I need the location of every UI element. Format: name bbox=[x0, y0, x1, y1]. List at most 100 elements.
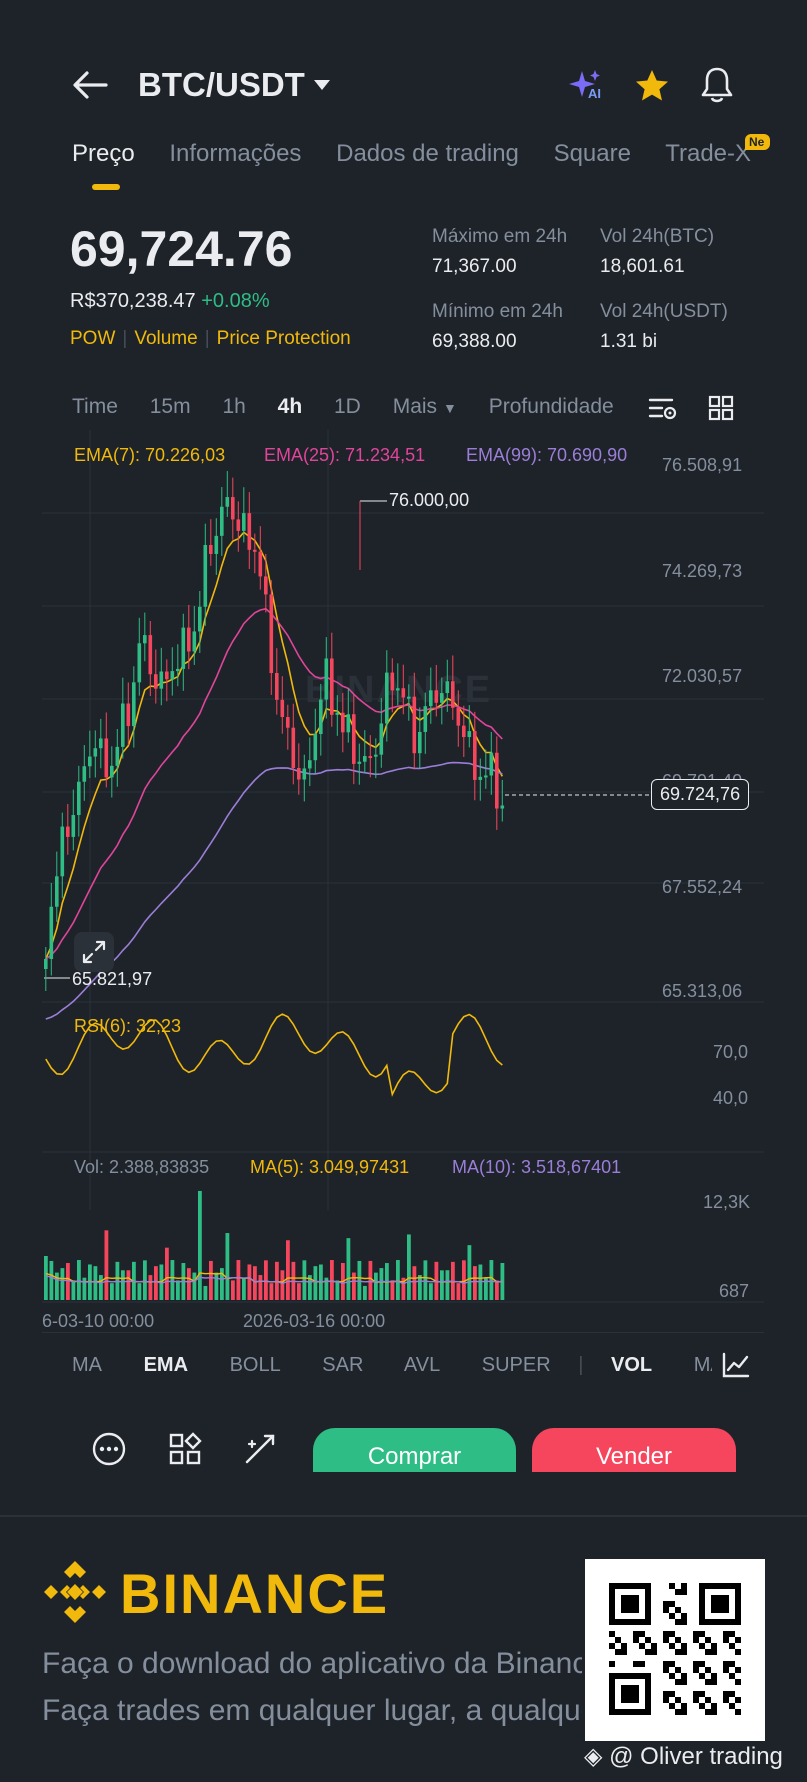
volume-bar bbox=[302, 1260, 307, 1300]
qr-module bbox=[645, 1649, 651, 1655]
volume-bar bbox=[467, 1245, 472, 1300]
volume-bar bbox=[66, 1263, 70, 1300]
qr-module bbox=[615, 1637, 621, 1643]
indicator-ema[interactable]: EMA bbox=[143, 1354, 189, 1376]
interval-more[interactable]: Mais ▼ bbox=[393, 395, 457, 418]
sell-button[interactable]: Vender bbox=[532, 1428, 736, 1472]
tab-square[interactable]: Square bbox=[553, 140, 631, 167]
badge-pow[interactable]: POW bbox=[70, 328, 116, 349]
star-icon[interactable] bbox=[634, 68, 670, 104]
volume-bar bbox=[214, 1272, 219, 1300]
tab-informacoes[interactable]: Informações bbox=[169, 140, 302, 167]
candle-body bbox=[247, 513, 252, 550]
indicator-bar: MA EMA BOLL SAR AVL SUPER | VOL MACD bbox=[72, 1354, 712, 1377]
dropdown-caret-icon[interactable] bbox=[312, 78, 332, 92]
interval-15m[interactable]: 15m bbox=[149, 395, 191, 418]
indicator-chart-icon[interactable] bbox=[722, 1352, 750, 1378]
interval-4h[interactable]: 4h bbox=[277, 395, 303, 418]
volume-bar bbox=[225, 1233, 230, 1300]
bell-icon[interactable] bbox=[700, 66, 734, 104]
qr-module bbox=[663, 1667, 669, 1673]
candle-body bbox=[176, 668, 180, 672]
badge-volume[interactable]: Volume bbox=[134, 328, 198, 349]
pair-title[interactable]: BTC/USDT bbox=[138, 66, 305, 103]
indicator-avl[interactable]: AVL bbox=[403, 1354, 441, 1376]
badge-price-protection[interactable]: Price Protection bbox=[216, 328, 351, 349]
shapes-icon[interactable] bbox=[168, 1432, 202, 1466]
candle-body bbox=[368, 756, 373, 759]
qr-module bbox=[735, 1709, 741, 1715]
candle-body bbox=[330, 658, 334, 715]
qr-module bbox=[675, 1619, 681, 1625]
candle-body bbox=[132, 682, 136, 727]
qr-module bbox=[735, 1667, 741, 1673]
price-axis-label: 65.313,06 bbox=[662, 981, 743, 1001]
interval-bar: Time 15m 1h 4h 1D Mais ▼ Profundidade bbox=[72, 395, 640, 419]
volume-bar bbox=[352, 1272, 356, 1300]
rsi-legend: RSI(6): 32,23 bbox=[74, 1016, 182, 1036]
footer-credit-text: @ Oliver trading bbox=[609, 1743, 783, 1770]
indicator-boll[interactable]: BOLL bbox=[229, 1354, 281, 1376]
volume-bar bbox=[231, 1280, 235, 1300]
tab-preco[interactable]: Preço bbox=[72, 140, 135, 167]
qr-module bbox=[669, 1601, 675, 1607]
volume-bar bbox=[49, 1260, 54, 1300]
indicator-macd[interactable]: MACD bbox=[693, 1354, 712, 1376]
more-dots-icon[interactable] bbox=[92, 1432, 126, 1466]
qr-module bbox=[729, 1631, 735, 1637]
volume-bar bbox=[82, 1277, 87, 1300]
volume-bar bbox=[390, 1280, 395, 1300]
candle-body bbox=[308, 760, 312, 769]
expand-button[interactable] bbox=[74, 932, 114, 972]
qr-module bbox=[729, 1691, 735, 1697]
candle-body bbox=[198, 606, 202, 632]
price-sub: R$370,238.47 +0.08% bbox=[70, 290, 270, 313]
candle-body bbox=[258, 551, 263, 577]
tab-dados-de-trading[interactable]: Dados de trading bbox=[336, 140, 519, 167]
price-change: +0.08% bbox=[201, 290, 270, 312]
candle-body bbox=[451, 681, 455, 708]
candle-body bbox=[66, 826, 70, 837]
drawing-tool-icon[interactable] bbox=[243, 1432, 277, 1466]
indicator-sar[interactable]: SAR bbox=[322, 1354, 364, 1376]
qr-module bbox=[663, 1607, 669, 1613]
candle-body bbox=[440, 693, 444, 703]
buy-button[interactable]: Comprar bbox=[313, 1428, 516, 1472]
interval-1h[interactable]: 1h bbox=[222, 395, 246, 418]
qr-module bbox=[681, 1613, 687, 1619]
interval-time[interactable]: Time bbox=[72, 395, 118, 418]
indicator-ma[interactable]: MA bbox=[72, 1354, 102, 1376]
interval-1d[interactable]: 1D bbox=[334, 395, 361, 418]
candle-body bbox=[165, 671, 169, 680]
qr-module bbox=[609, 1661, 615, 1667]
candle-body bbox=[110, 765, 114, 778]
volume-bar bbox=[93, 1266, 98, 1300]
caret-down-icon: ▼ bbox=[443, 400, 457, 416]
indicator-vol[interactable]: VOL bbox=[611, 1354, 653, 1376]
qr-module bbox=[663, 1697, 669, 1703]
tab-trade-x[interactable]: Trade-X bbox=[665, 140, 752, 167]
candle-body bbox=[297, 768, 301, 780]
ai-sparkle-icon[interactable] bbox=[568, 68, 604, 104]
candlestick-chart[interactable]: BINANCE bbox=[0, 430, 807, 1330]
candle-body bbox=[82, 766, 87, 782]
depth-tab[interactable]: Profundidade bbox=[488, 395, 614, 418]
grid-icon[interactable] bbox=[708, 395, 734, 421]
candle-body bbox=[462, 725, 466, 738]
candle-body bbox=[104, 738, 109, 778]
back-arrow-icon[interactable] bbox=[72, 70, 108, 100]
volume-bar bbox=[154, 1266, 158, 1300]
candle-body bbox=[341, 712, 345, 733]
ema7-line bbox=[45, 531, 503, 960]
vol-ma10-line bbox=[45, 1275, 503, 1285]
volume-bar bbox=[269, 1283, 274, 1300]
binance-logo-icon bbox=[44, 1561, 106, 1623]
indicator-super[interactable]: SUPER bbox=[481, 1354, 551, 1376]
chart-settings-icon[interactable] bbox=[648, 396, 678, 422]
qr-module bbox=[669, 1631, 675, 1637]
qr-module bbox=[711, 1673, 717, 1679]
qr-module bbox=[639, 1661, 645, 1667]
candle-body bbox=[242, 513, 246, 531]
current-price-tag: 69.724,76 bbox=[651, 779, 750, 810]
volume-bar bbox=[462, 1260, 466, 1300]
